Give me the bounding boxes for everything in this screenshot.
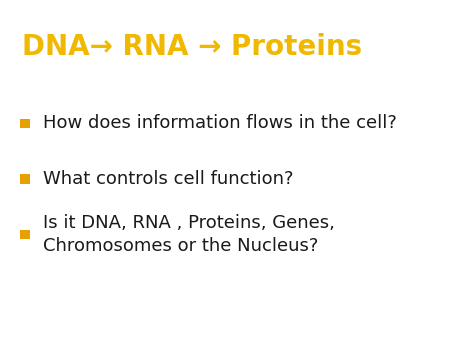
Text: What controls cell function?: What controls cell function?: [43, 170, 293, 188]
FancyBboxPatch shape: [20, 230, 30, 239]
FancyBboxPatch shape: [20, 174, 30, 184]
Text: How does information flows in the cell?: How does information flows in the cell?: [43, 114, 396, 132]
FancyBboxPatch shape: [20, 119, 30, 128]
Text: Is it DNA, RNA , Proteins, Genes,
Chromosomes or the Nucleus?: Is it DNA, RNA , Proteins, Genes, Chromo…: [43, 214, 335, 255]
Text: DNA→ RNA → Proteins: DNA→ RNA → Proteins: [22, 32, 363, 61]
